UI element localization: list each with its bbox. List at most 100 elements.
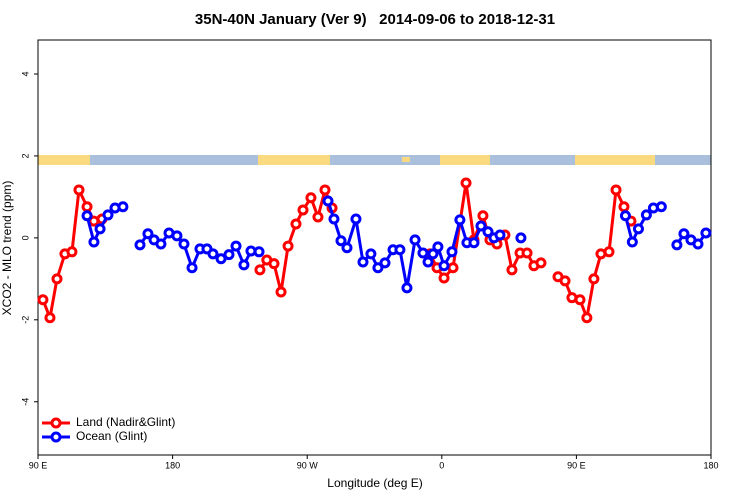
data-point — [432, 241, 444, 253]
data-point — [632, 223, 644, 235]
data-point — [312, 211, 324, 223]
data-point — [328, 213, 340, 225]
data-point — [409, 234, 421, 246]
data-point — [357, 256, 369, 268]
data-point — [494, 229, 506, 241]
data-point — [230, 240, 242, 252]
data-point — [117, 201, 129, 213]
data-point — [506, 264, 518, 276]
data-point — [427, 248, 439, 260]
data-point — [671, 239, 683, 251]
data-point — [142, 228, 154, 240]
data-point — [640, 209, 652, 221]
data-point — [401, 282, 413, 294]
data-point — [319, 184, 331, 196]
data-point — [626, 236, 638, 248]
x-tick-label: 90 E — [567, 460, 586, 470]
legend-marker — [50, 417, 62, 429]
data-point — [350, 213, 362, 225]
data-point — [238, 259, 250, 271]
data-point — [73, 184, 85, 196]
data-point — [51, 273, 63, 285]
x-tick-label: 90 W — [297, 460, 319, 470]
data-point — [446, 246, 458, 258]
data-point — [417, 247, 429, 259]
data-point — [559, 275, 571, 287]
data-point — [460, 177, 472, 189]
data-point — [581, 312, 593, 324]
data-point — [37, 294, 49, 306]
data-point — [297, 204, 309, 216]
data-point — [81, 210, 93, 222]
x-axis-label: Longitude (deg E) — [327, 476, 422, 490]
data-point — [618, 201, 630, 213]
x-tick-label: 180 — [703, 460, 718, 470]
data-point — [482, 226, 494, 238]
data-point — [655, 201, 667, 213]
data-point — [66, 246, 78, 258]
data-point — [102, 209, 114, 221]
legend-marker — [50, 431, 62, 443]
series-line — [258, 185, 334, 293]
x-tick-label: 90 E — [29, 460, 48, 470]
data-point — [515, 232, 527, 244]
data-point — [322, 195, 334, 207]
data-point — [468, 237, 480, 249]
data-point — [422, 256, 434, 268]
legend-label: Ocean (Glint) — [76, 429, 147, 443]
data-point — [610, 184, 622, 196]
data-point — [134, 239, 146, 251]
data-point — [305, 192, 317, 204]
y-tick-label: -2 — [20, 316, 30, 324]
data-point — [475, 220, 487, 232]
legend-label: Land (Nadir&Glint) — [76, 415, 175, 429]
data-point — [521, 247, 533, 259]
data-point — [588, 273, 600, 285]
data-point — [268, 258, 280, 270]
data-point — [438, 272, 450, 284]
y-tick-label: 0 — [20, 235, 30, 240]
plot-frame — [37, 39, 712, 456]
y-tick-label: -4 — [20, 398, 30, 406]
data-point — [171, 230, 183, 242]
data-point — [253, 246, 265, 258]
data-point — [603, 246, 615, 258]
map-strip — [38, 155, 711, 165]
data-point — [215, 253, 227, 265]
data-point — [447, 262, 459, 274]
data-point — [186, 262, 198, 274]
data-point — [619, 210, 631, 222]
data-point — [574, 294, 586, 306]
chart-title: 35N-40N January (Ver 9) 2014-09-06 to 20… — [195, 11, 555, 28]
data-point — [88, 236, 100, 248]
data-point — [290, 218, 302, 230]
data-point — [275, 286, 287, 298]
data-point — [700, 227, 712, 239]
data-point — [454, 214, 466, 226]
data-point — [394, 244, 406, 256]
data-point — [372, 262, 384, 274]
data-point — [678, 228, 690, 240]
data-point — [379, 257, 391, 269]
data-point — [477, 210, 489, 222]
data-point — [207, 248, 219, 260]
y-tick-label: 4 — [20, 71, 30, 76]
data-point — [178, 238, 190, 250]
data-point — [81, 201, 93, 213]
data-point — [94, 223, 106, 235]
data-point — [282, 240, 294, 252]
data-point — [438, 260, 450, 272]
y-tick-label: 2 — [20, 153, 30, 158]
data-point — [223, 249, 235, 261]
y-axis-label: XCO2 - MLO trend (ppm) — [0, 181, 14, 316]
data-point — [365, 248, 377, 260]
x-tick-label: 180 — [165, 460, 180, 470]
x-tick-label: 0 — [439, 460, 444, 470]
data-point — [535, 257, 547, 269]
data-point — [341, 242, 353, 254]
data-point — [335, 235, 347, 247]
data-point — [692, 238, 704, 250]
data-point — [155, 238, 167, 250]
data-point — [254, 264, 266, 276]
